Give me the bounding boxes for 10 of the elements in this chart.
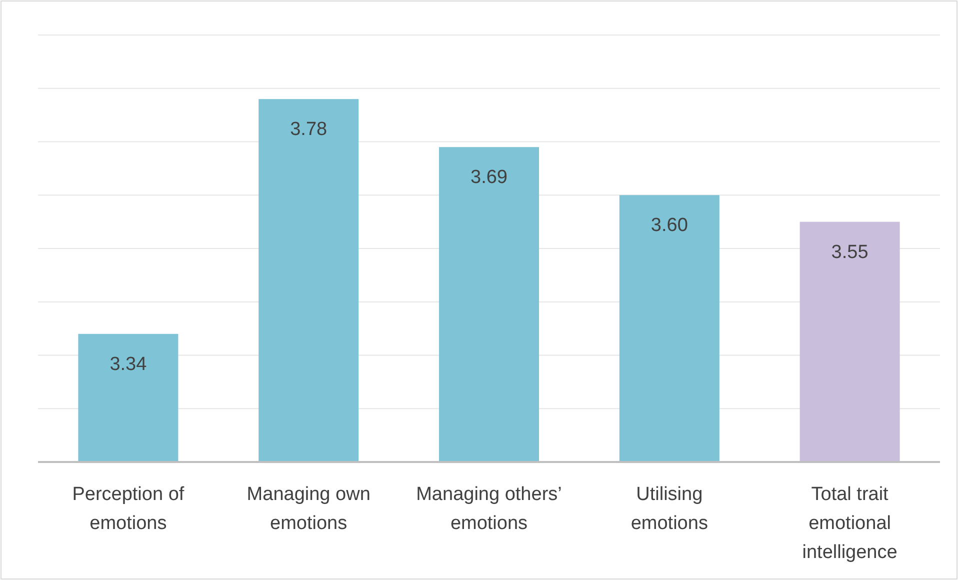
x-tick-label: Total trait emotional intelligence [802,484,898,563]
data-label: 3.69 [470,167,508,188]
x-tick-label: Managing others’ emotions [416,484,562,534]
data-label: 3.78 [290,119,328,140]
data-label: 3.34 [110,354,148,375]
x-tick-label: Utilising emotions [630,484,708,534]
data-label: 3.55 [831,242,868,263]
data-label: 3.60 [650,215,688,236]
x-tick-label: Managing own emotions [246,484,370,534]
x-tick-label: Perception of emotions [72,484,185,534]
